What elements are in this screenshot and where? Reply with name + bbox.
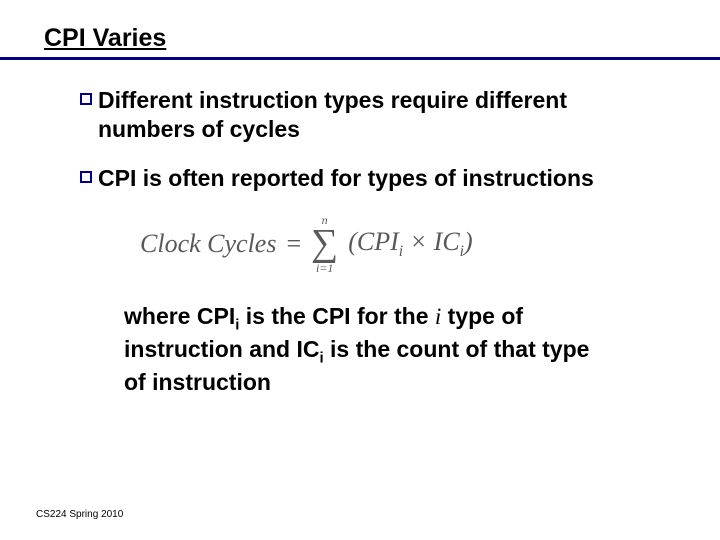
title-rule	[0, 57, 720, 60]
bullet-item: CPI is often reported for types of instr…	[80, 164, 644, 193]
bullet-marker-icon	[80, 93, 92, 105]
term1-sub: i	[399, 243, 403, 260]
formula-equals: =	[286, 229, 301, 259]
summation-icon: n ∑ i=1	[311, 214, 338, 273]
explain-mid1: is the CPI for the	[239, 303, 435, 329]
slide: CPI Varies Different instruction types r…	[0, 0, 720, 540]
term2: IC	[434, 227, 460, 256]
paren-close: )	[464, 227, 473, 256]
paren-open: (	[348, 227, 357, 256]
title-wrap: CPI Varies	[44, 24, 684, 55]
times-symbol: ×	[410, 227, 428, 256]
explanation: where CPIi is the CPI for the i type of …	[124, 302, 644, 397]
formula-rhs: (CPIi × ICi)	[348, 227, 472, 261]
bullet-item: Different instruction types require diff…	[80, 86, 644, 144]
bullet-text: CPI is often reported for types of instr…	[98, 164, 594, 193]
footer-text: CS224 Spring 2010	[36, 509, 123, 520]
bullet-text: Different instruction types require diff…	[98, 86, 644, 144]
sigma-symbol: ∑	[311, 228, 338, 258]
formula-lhs: Clock Cycles	[140, 229, 276, 259]
bullet-marker-icon	[80, 171, 92, 183]
sum-lower: i=1	[316, 262, 333, 274]
slide-title: CPI Varies	[44, 24, 166, 52]
formula: Clock Cycles = n ∑ i=1 (CPIi × ICi)	[140, 214, 644, 273]
term1: CPI	[357, 227, 399, 256]
explain-prefix: where CPI	[124, 303, 235, 329]
content-area: Different instruction types require diff…	[36, 86, 684, 397]
